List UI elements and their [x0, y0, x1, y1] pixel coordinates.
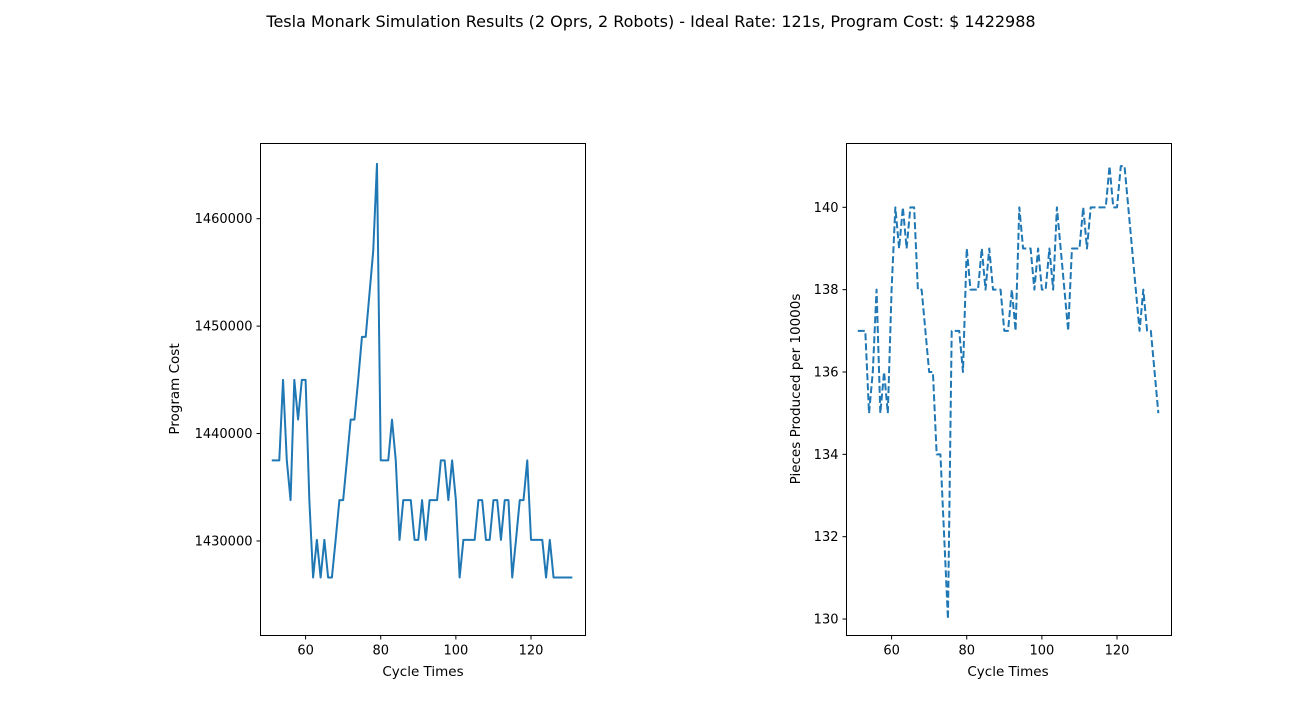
pieces-produced-ytick-label: 132 — [814, 530, 839, 545]
program-cost-ylabel: Program Cost — [167, 343, 183, 434]
pieces-produced-chart: 60 80 100 120 130 132 134 136 138 140 Cycle Times… — [788, 143, 1172, 680]
pieces-produced-xtick-label: 60 — [883, 644, 900, 659]
program-cost-series-line — [271, 162, 573, 579]
program-cost-xtick-label: 120 — [519, 644, 544, 659]
figure-suptitle: Tesla Monark Simulation Results (2 Oprs,… — [265, 12, 1035, 31]
program-cost-ytick-label: 1440000 — [195, 427, 253, 442]
pieces-produced-ylabel: Pieces Produced per 10000s — [788, 294, 804, 485]
pieces-produced-xtick-label: 120 — [1105, 644, 1130, 659]
pieces-produced-xtick-label: 80 — [958, 644, 975, 659]
program-cost-plot-area: 60 80 100 120 1430000 1440000 1450000 1460000 — [195, 143, 586, 659]
pieces-produced-xlabel: Cycle Times — [967, 664, 1048, 680]
program-cost-xtick-label: 60 — [297, 644, 314, 659]
program-cost-ytick-label: 1460000 — [195, 212, 253, 227]
program-cost-xlabel: Cycle Times — [382, 664, 463, 680]
program-cost-axes-frame — [260, 143, 586, 636]
pieces-produced-ytick-label: 130 — [814, 613, 839, 628]
pieces-produced-xtick-label: 100 — [1029, 644, 1054, 659]
program-cost-chart: 60 80 100 120 1430000 1440000 1450000 1460000 C… — [167, 143, 586, 680]
pieces-produced-ytick-label: 138 — [814, 283, 839, 298]
program-cost-xtick-label: 100 — [443, 644, 468, 659]
pieces-produced-series-line — [857, 165, 1160, 621]
program-cost-ytick-label: 1430000 — [195, 534, 253, 549]
pieces-produced-ytick-label: 134 — [814, 448, 839, 463]
pieces-produced-plot-area: 60 80 100 120 130 132 134 136 138 140 — [814, 143, 1172, 659]
pieces-produced-axes-frame — [846, 143, 1172, 636]
pieces-produced-ytick-label: 140 — [814, 201, 839, 216]
program-cost-xtick-label: 80 — [372, 644, 389, 659]
pieces-produced-ytick-label: 136 — [814, 366, 839, 381]
program-cost-ytick-label: 1450000 — [195, 320, 253, 335]
